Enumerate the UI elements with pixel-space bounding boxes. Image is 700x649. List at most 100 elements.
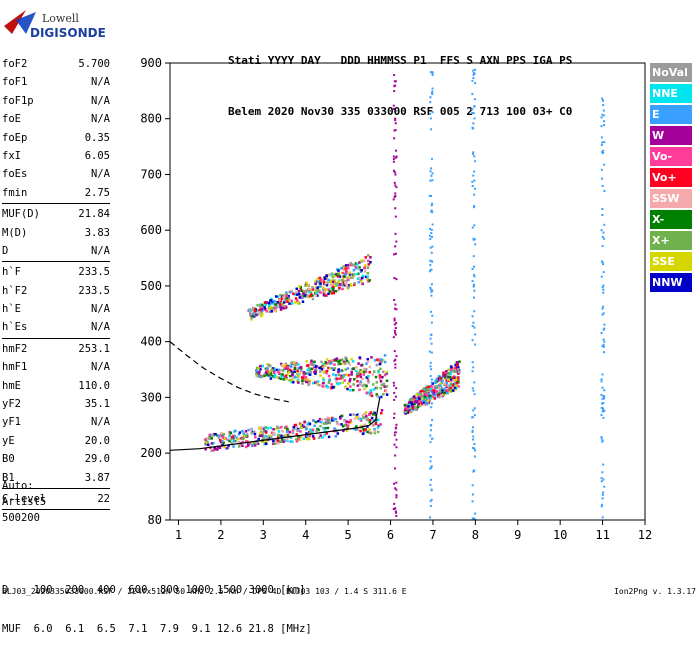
- echo-point: [365, 391, 368, 394]
- echo-point: [356, 277, 360, 281]
- version-label: Ion2Png v. 1.3.17: [614, 587, 696, 596]
- echo-point: [210, 449, 213, 452]
- echo-point: [333, 280, 337, 283]
- param-name: yF1: [2, 416, 21, 429]
- echo-point: [406, 411, 410, 414]
- profile-solid-line: [169, 397, 381, 451]
- echo-point: [318, 291, 322, 294]
- echo-streak-point: [601, 503, 604, 506]
- echo-point: [271, 374, 275, 378]
- echo-streak-point: [473, 98, 476, 101]
- echo-point: [426, 396, 429, 400]
- echo-point: [351, 276, 354, 279]
- echo-point: [288, 302, 291, 305]
- echo-point: [440, 392, 444, 396]
- echo-streak-point: [600, 393, 603, 396]
- echo-point: [425, 385, 429, 389]
- echo-point: [349, 284, 353, 287]
- echo-point: [452, 369, 455, 373]
- echo-point: [366, 272, 370, 275]
- echo-streak-point: [394, 303, 397, 306]
- echo-point: [309, 294, 312, 298]
- echo-point: [268, 434, 272, 437]
- echo-streak-point: [472, 285, 475, 288]
- echo-points: [203, 68, 606, 521]
- echo-point: [457, 378, 460, 381]
- echo-streak-point: [430, 381, 433, 384]
- echo-point: [292, 292, 295, 296]
- echo-point: [280, 297, 284, 300]
- legend-entry-x-: X+: [650, 231, 692, 250]
- echo-streak-point: [430, 167, 433, 170]
- echo-point: [330, 366, 334, 370]
- echo-point: [282, 365, 286, 369]
- echo-point: [314, 372, 317, 375]
- echo-point: [325, 371, 328, 375]
- echo-point: [369, 389, 373, 393]
- echo-streak-point: [473, 310, 476, 313]
- echo-streak-point: [601, 439, 604, 442]
- echo-point: [212, 449, 215, 452]
- echo-point: [316, 427, 319, 431]
- echo-point: [306, 423, 310, 426]
- echo-point: [308, 373, 312, 376]
- echo-point: [350, 357, 353, 361]
- echo-point: [311, 361, 315, 364]
- echo-streak-point: [471, 446, 474, 449]
- echo-point: [314, 420, 318, 424]
- echo-point: [334, 418, 338, 421]
- echo-point: [455, 364, 459, 367]
- echo-point: [276, 426, 280, 430]
- x-tick-label: 12: [638, 528, 652, 542]
- echo-point: [322, 370, 325, 373]
- echo-point: [336, 284, 339, 287]
- echo-streak-point: [395, 446, 398, 449]
- param-name: fmin: [2, 186, 28, 199]
- echo-streak-point: [429, 441, 432, 444]
- echo-point: [359, 380, 362, 383]
- echo-point: [310, 363, 314, 367]
- echo-streak-point: [429, 96, 432, 99]
- echo-point: [347, 275, 351, 279]
- echo-point: [305, 364, 309, 367]
- echo-point: [340, 283, 344, 287]
- param-row: h`E N/A: [2, 300, 110, 318]
- echo-point: [277, 436, 280, 439]
- echo-streak-point: [472, 438, 475, 441]
- param-name: D: [2, 244, 9, 257]
- echo-point: [266, 369, 269, 373]
- echo-point: [321, 381, 325, 385]
- echo-point: [360, 269, 363, 272]
- echo-point: [297, 366, 300, 370]
- echo-point: [258, 311, 261, 314]
- echo-point: [326, 385, 329, 389]
- echo-point: [275, 295, 278, 298]
- param-name: yE: [2, 434, 15, 447]
- echo-point: [437, 378, 441, 381]
- echo-streak-point: [430, 321, 433, 324]
- echo-point: [313, 424, 316, 428]
- echo-streak-point: [430, 498, 433, 501]
- echo-streak-point: [392, 416, 395, 419]
- echo-streak-point: [394, 510, 397, 513]
- echo-point: [352, 367, 355, 370]
- echo-point: [304, 291, 307, 294]
- echo-streak-point: [395, 481, 398, 484]
- echo-streak-point: [474, 160, 477, 163]
- echo-point: [276, 300, 279, 304]
- param-value: 35.1: [84, 398, 110, 411]
- echo-point: [263, 306, 266, 309]
- param-row: yF1 N/A: [2, 413, 110, 431]
- x-tick-label: 4: [302, 528, 309, 542]
- echo-point: [413, 403, 416, 407]
- echo-point: [367, 254, 370, 257]
- echo-streak-point: [431, 211, 434, 214]
- echo-streak-point: [392, 107, 395, 110]
- echo-point: [385, 370, 388, 374]
- echo-point: [293, 370, 296, 373]
- echo-point: [302, 437, 306, 441]
- echo-point: [208, 433, 211, 437]
- echo-point: [248, 309, 252, 312]
- echo-point: [302, 372, 306, 376]
- echo-point: [245, 433, 249, 436]
